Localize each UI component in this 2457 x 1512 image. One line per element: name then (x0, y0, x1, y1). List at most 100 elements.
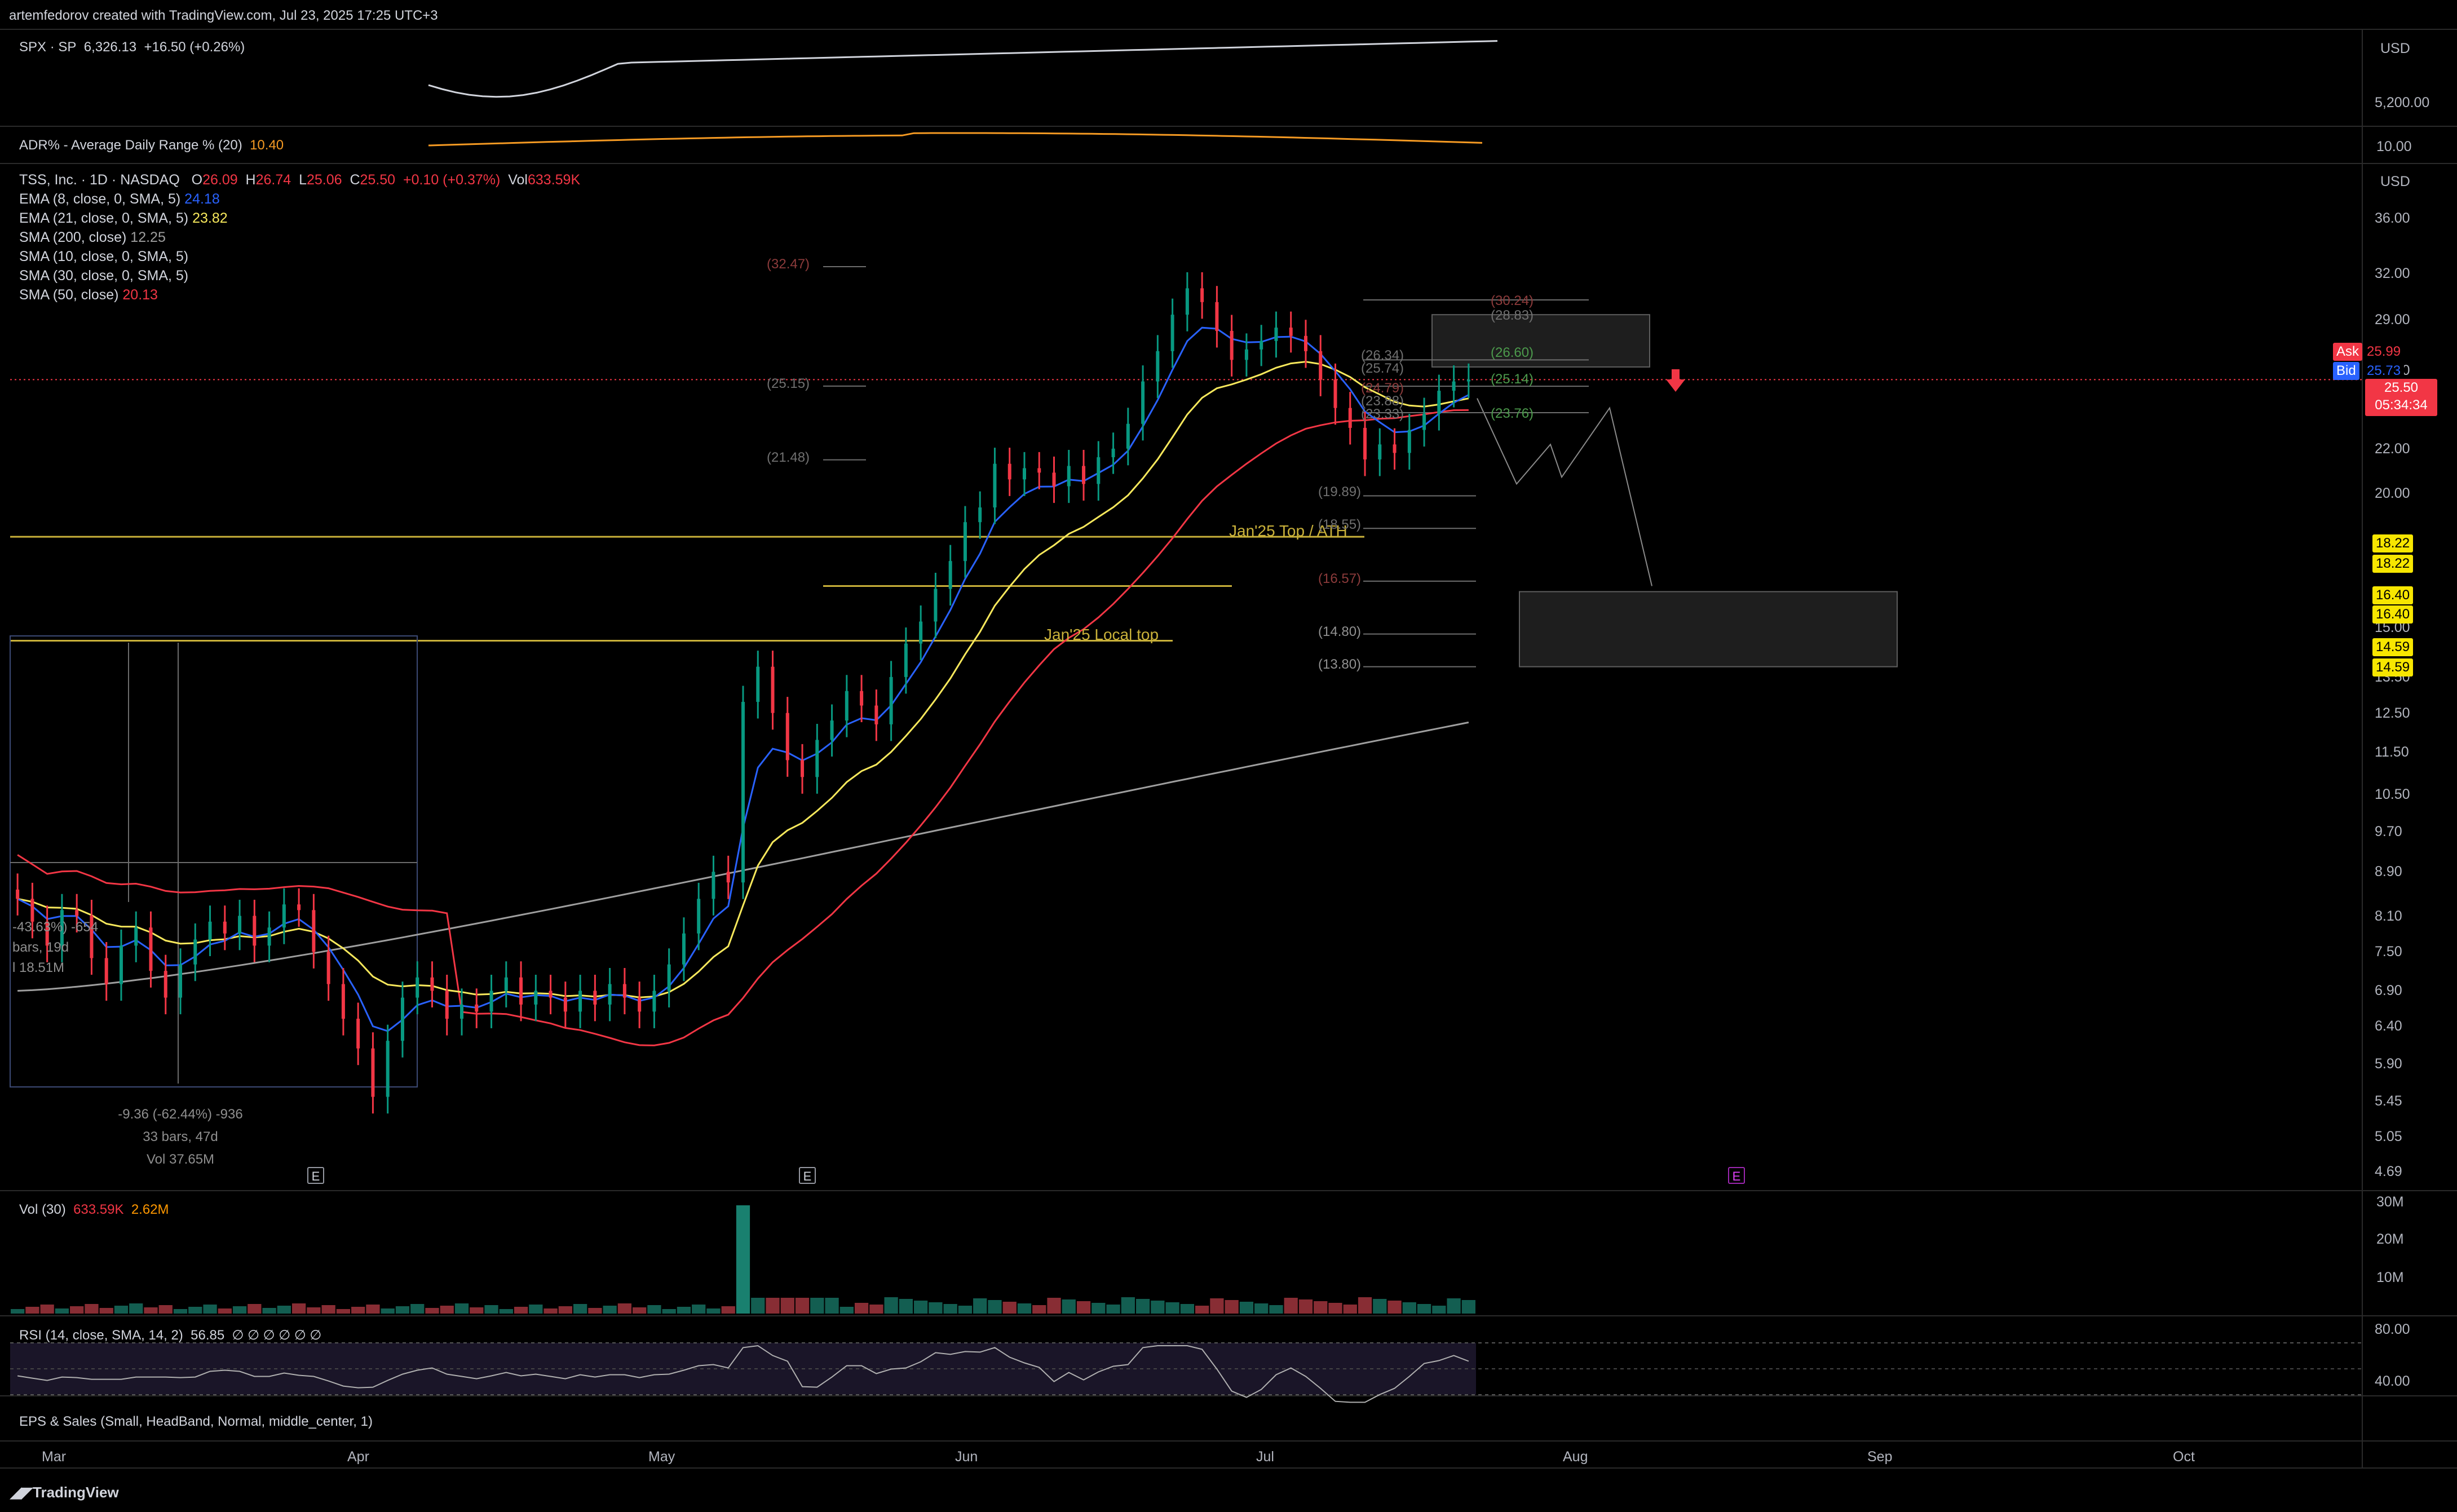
candle-body (593, 991, 597, 1005)
volume-bar (766, 1298, 780, 1314)
volume-bar (1432, 1306, 1446, 1314)
candle-body (253, 916, 257, 946)
candle-body (578, 991, 582, 1012)
volume-bar (869, 1305, 883, 1314)
candle-body (1097, 457, 1101, 484)
fib-label: (13.80) (1318, 656, 1362, 672)
sma50-series (17, 409, 1469, 1046)
spx-change: +16.50 (+0.26%) (144, 39, 245, 55)
volume-bar (1076, 1301, 1091, 1314)
indicator-label: SMA (10, close, 0, SMA, 5) (19, 249, 189, 264)
volume-bar (1002, 1302, 1017, 1314)
volume-bar (291, 1303, 306, 1314)
volume-bar (1135, 1299, 1150, 1314)
candle-body (60, 910, 64, 946)
bid-price: 25.73 (2363, 362, 2405, 380)
candle-body (341, 984, 345, 1019)
candle-body (356, 1019, 360, 1049)
pane-frames (0, 29, 2457, 1469)
arrow-down-icon (1666, 369, 1685, 392)
volume-bar (647, 1305, 661, 1314)
time-tick: Aug (1563, 1449, 1588, 1465)
volume-bar (810, 1298, 824, 1314)
ohlc-c-label: C (350, 172, 360, 188)
candle-body (371, 1048, 375, 1097)
fib-label: (26.60) (1491, 345, 1534, 361)
volume-ma: 2.62M (131, 1202, 169, 1217)
price-tick: 6.90 (2375, 983, 2402, 999)
volume-bar (988, 1300, 1002, 1314)
rsi-tick: 40.00 (2375, 1373, 2410, 1389)
volume-bar (1387, 1301, 1402, 1314)
price-tick: 8.90 (2375, 864, 2402, 880)
candle-body (1393, 444, 1397, 453)
candle-body (667, 964, 671, 991)
candle-body (90, 916, 94, 958)
volume-bar (825, 1298, 839, 1314)
fib-label: (28.83) (1491, 307, 1534, 323)
ask-label: Ask (2333, 343, 2363, 361)
ohlc-high: 26.74 (255, 172, 291, 188)
candle-body (993, 463, 997, 508)
volume-bar (1447, 1298, 1461, 1314)
volume-bar (499, 1309, 513, 1314)
ath-annotation[interactable]: Jan'25 Top / ATH (1229, 522, 1347, 540)
candle-body (386, 1041, 390, 1097)
measure-top-bars: bars, 19d (12, 940, 69, 955)
earnings-marker[interactable]: E (307, 1167, 324, 1184)
volume-bar (588, 1308, 602, 1314)
measure-bottom-pct: -9.36 (-62.44%) -936 (118, 1107, 243, 1122)
volume-bar (1358, 1297, 1372, 1314)
volume-bar (248, 1304, 262, 1314)
main-currency[interactable]: USD (2380, 174, 2410, 189)
price-tick: 20.00 (2375, 485, 2410, 501)
tradingview-logo[interactable]: ◢◤TradingView (10, 1484, 119, 1501)
indicator-list: EMA (8, close, 0, SMA, 5) 24.18 EMA (21, … (19, 189, 580, 304)
candle-body (652, 991, 656, 1012)
symbol-title[interactable]: TSS, Inc. · 1D · NASDAQ (19, 172, 180, 188)
volume-bar (884, 1297, 898, 1314)
price-tick: 5.90 (2375, 1056, 2402, 1072)
ohlc-o-label: O (191, 172, 203, 188)
fib-label: (24.79) (1361, 380, 1404, 396)
drawing-layer (10, 266, 2362, 1087)
volume-bar (1269, 1305, 1283, 1314)
volume-bar (277, 1306, 291, 1314)
earnings-marker-upcoming[interactable]: E (1728, 1167, 1745, 1184)
rsi-tick: 80.00 (2375, 1321, 2410, 1337)
candle-body (1363, 427, 1367, 459)
earnings-marker[interactable]: E (799, 1167, 816, 1184)
last-price-tag: 25.50 05:34:34 (2365, 379, 2437, 416)
candle-body (400, 997, 404, 1041)
candle-body (193, 939, 197, 965)
price-tick: 36.00 (2375, 210, 2410, 227)
volume-bar (85, 1304, 99, 1314)
volume-bar (262, 1308, 276, 1314)
volume-bar (780, 1298, 794, 1314)
adr-title: ADR% - Average Daily Range % (20) (19, 138, 242, 153)
ohlc-change: +0.10 (+0.37%) (403, 172, 501, 188)
candle-body (1230, 330, 1234, 360)
candle-body (267, 927, 271, 946)
candle-body (45, 921, 49, 946)
local-top-annotation[interactable]: Jan'25 Local top (1044, 626, 1159, 643)
spx-currency[interactable]: USD (2380, 41, 2410, 56)
volume-bar (1210, 1298, 1224, 1314)
volume-bar (617, 1303, 632, 1314)
volume-bar (558, 1306, 572, 1314)
volume-bar (899, 1299, 913, 1314)
candle-body (163, 971, 167, 998)
candle-body (1067, 466, 1071, 487)
volume-bar (1091, 1303, 1106, 1314)
candle-body (1348, 408, 1352, 428)
level-price-tag: 16.40 (2372, 586, 2414, 604)
candle-body (1126, 423, 1130, 449)
indicator-row: EMA (21, close, 0, SMA, 5) 23.82 (19, 209, 580, 228)
candle-body (1185, 288, 1189, 315)
candle-body (1452, 381, 1456, 391)
ohlc-h-label: H (245, 172, 256, 188)
volume-bar (1121, 1297, 1135, 1314)
indicator-label: EMA (21, close, 0, SMA, 5) (19, 210, 189, 226)
candle-body (326, 952, 330, 984)
